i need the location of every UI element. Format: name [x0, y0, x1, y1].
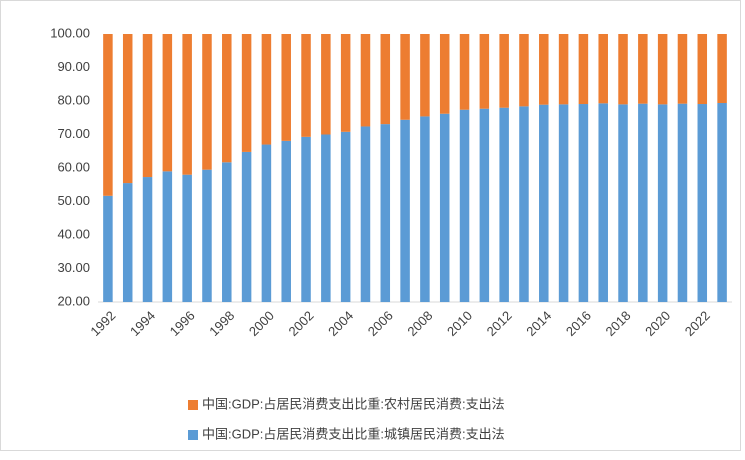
bar-segment — [558, 104, 569, 302]
y-tick-label: 30.00 — [57, 260, 90, 275]
bar-segment — [400, 34, 410, 120]
y-tick-label: 60.00 — [57, 159, 90, 174]
bar-segment — [360, 126, 371, 303]
legend-label: 中国:GDP:占居民消费支出比重:城镇居民消费:支出法 — [202, 426, 505, 441]
bar-segment — [241, 34, 252, 152]
bar-segment — [340, 131, 351, 302]
bar-segment — [281, 34, 291, 141]
bar-segment — [539, 34, 549, 105]
bar-segment — [638, 34, 648, 104]
y-tick-label: 70.00 — [57, 126, 90, 141]
bar-segment — [677, 34, 688, 104]
bar-segment — [122, 183, 133, 302]
y-tick-label: 100.00 — [50, 25, 90, 40]
bar-segment — [459, 109, 470, 303]
bar-segment — [578, 34, 589, 105]
bar-segment — [340, 34, 351, 132]
legend-label: 中国:GDP:占居民消费支出比重:农村居民消费:支出法 — [202, 396, 505, 411]
y-tick-label: 20.00 — [57, 293, 90, 308]
bar-segment — [558, 34, 569, 105]
bar-segment — [697, 34, 708, 105]
bar-segment — [202, 34, 212, 170]
bar-segment — [479, 34, 490, 109]
y-tick-label: 50.00 — [57, 193, 90, 208]
bar-segment — [380, 124, 391, 303]
bar-segment — [519, 34, 529, 107]
y-tick-label: 90.00 — [57, 59, 90, 74]
bar-segment — [281, 140, 291, 302]
bar-segment — [638, 103, 648, 303]
bar-segment — [598, 34, 608, 104]
bar-segment — [499, 107, 509, 302]
bar-segment — [439, 113, 450, 302]
bar-segment — [400, 119, 410, 302]
bar-segment — [697, 104, 708, 302]
legend-swatch — [188, 430, 198, 440]
bar-segment — [122, 34, 133, 184]
bar-segment — [241, 151, 252, 302]
bar-segment — [618, 34, 628, 105]
bar-segment — [162, 171, 173, 302]
bar-segment — [439, 34, 450, 114]
y-tick-label: 40.00 — [57, 226, 90, 241]
bar-segment — [321, 134, 331, 302]
bar-segment — [142, 34, 153, 178]
bar-segment — [657, 34, 668, 105]
bar-segment — [301, 34, 311, 137]
bar-segment — [578, 104, 589, 302]
bar-segment — [182, 34, 192, 175]
bar-segment — [301, 136, 311, 302]
bar-segment — [162, 34, 173, 172]
bar-segment — [420, 116, 430, 302]
bar-segment — [142, 177, 153, 302]
bar-segment — [222, 162, 232, 302]
bar-segment — [360, 34, 371, 127]
legend-swatch — [188, 400, 198, 410]
bar-segment — [519, 106, 529, 302]
bar-segment — [103, 34, 113, 196]
bar-segment — [321, 34, 331, 135]
bar-segment — [717, 34, 727, 104]
bar-segment — [459, 34, 470, 110]
bar-segment — [598, 103, 608, 302]
bar-segment — [420, 34, 430, 117]
bar-segment — [261, 144, 272, 302]
bar-segment — [657, 104, 668, 302]
bar-segment — [182, 174, 192, 302]
bar-segment — [717, 103, 727, 302]
y-tick-label: 80.00 — [57, 92, 90, 107]
bar-segment — [618, 104, 628, 302]
bar-segment — [539, 104, 549, 302]
bar-segment — [261, 34, 272, 145]
bar-segment — [677, 103, 688, 303]
bar-segment — [222, 34, 232, 163]
bar-segment — [499, 34, 509, 108]
bar-segment — [202, 169, 212, 302]
bar-segment — [479, 108, 490, 302]
bar-segment — [103, 195, 113, 302]
bar-segment — [380, 34, 391, 125]
